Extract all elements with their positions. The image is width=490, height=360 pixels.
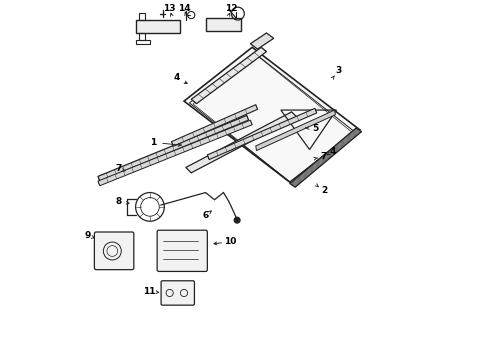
FancyBboxPatch shape [95, 232, 134, 270]
Text: 4: 4 [173, 73, 180, 82]
Polygon shape [98, 120, 252, 186]
Text: 1: 1 [150, 138, 157, 147]
Polygon shape [186, 112, 297, 173]
Polygon shape [184, 47, 360, 184]
Polygon shape [191, 47, 267, 104]
Text: 5: 5 [312, 123, 318, 132]
Text: 2: 2 [321, 186, 327, 195]
FancyBboxPatch shape [157, 230, 207, 271]
Text: 6: 6 [202, 211, 209, 220]
Polygon shape [290, 128, 362, 187]
Text: 10: 10 [224, 237, 237, 246]
Polygon shape [136, 21, 180, 33]
Text: 7: 7 [321, 152, 327, 161]
Text: 3: 3 [335, 66, 342, 75]
Text: 8: 8 [116, 197, 122, 206]
Text: 14: 14 [178, 4, 190, 13]
Text: 7: 7 [116, 164, 122, 173]
Polygon shape [207, 108, 317, 159]
FancyBboxPatch shape [161, 281, 195, 305]
Text: 4: 4 [330, 147, 336, 156]
Text: 9: 9 [85, 231, 91, 240]
Polygon shape [250, 33, 274, 49]
Polygon shape [256, 110, 335, 150]
Text: 12: 12 [225, 4, 238, 13]
Text: 13: 13 [164, 4, 176, 13]
Polygon shape [205, 18, 242, 31]
Polygon shape [172, 105, 258, 146]
Text: 11: 11 [143, 287, 155, 296]
Polygon shape [98, 116, 248, 181]
Circle shape [234, 217, 240, 223]
